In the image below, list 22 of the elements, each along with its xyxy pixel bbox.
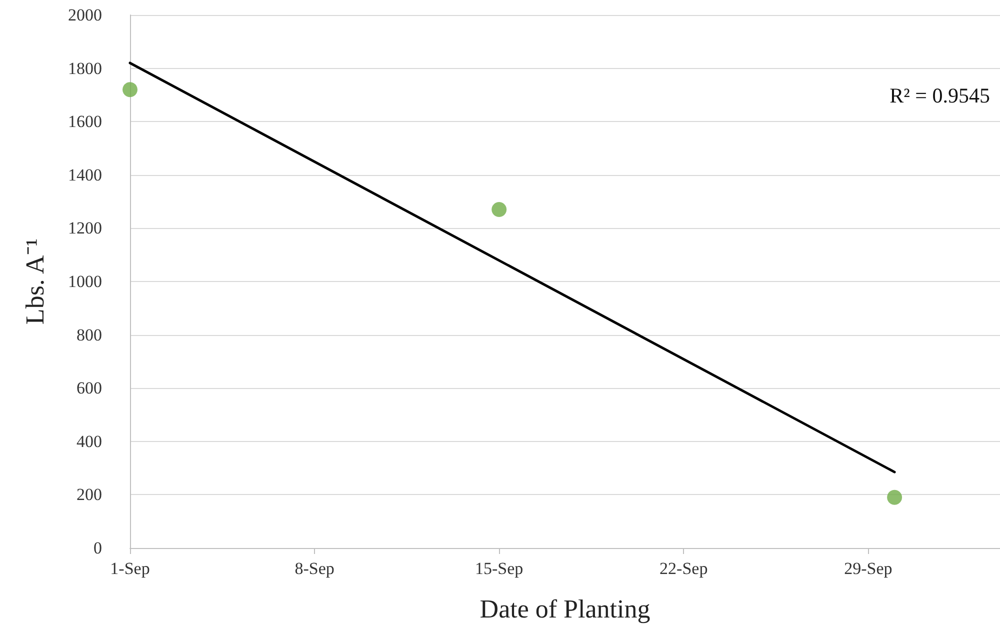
y-tick-label: 800 (76, 325, 102, 344)
y-tick-label: 400 (76, 432, 102, 451)
x-tick-label: 1-Sep (110, 559, 150, 578)
point (122, 82, 138, 98)
x-tick-label: 22-Sep (660, 559, 708, 578)
y-tick-label: 2000 (68, 6, 102, 24)
annotation: R² = 0.9545 (890, 84, 990, 108)
x-tick-label: 15-Sep (475, 559, 524, 578)
x-axis-title: Date of Planting (480, 594, 650, 624)
point (492, 202, 507, 218)
y-tick-label: 1600 (68, 112, 102, 132)
y-tick-label: 200 (76, 485, 102, 504)
x-tick-label: 29-Sep (844, 559, 892, 578)
y-tick-label: 600 (76, 378, 102, 398)
y-tick-label: 1200 (68, 218, 102, 238)
y-axis-title: Lbs. A⁻¹ (20, 238, 50, 325)
x-tick-label: 8-Sep (294, 559, 334, 578)
y-tick-label: 1000 (68, 272, 102, 291)
y-tick-label: 1800 (68, 58, 102, 78)
y-tick-label: 1400 (68, 165, 102, 184)
point (887, 490, 902, 505)
y-tick-label: 0 (94, 538, 102, 558)
